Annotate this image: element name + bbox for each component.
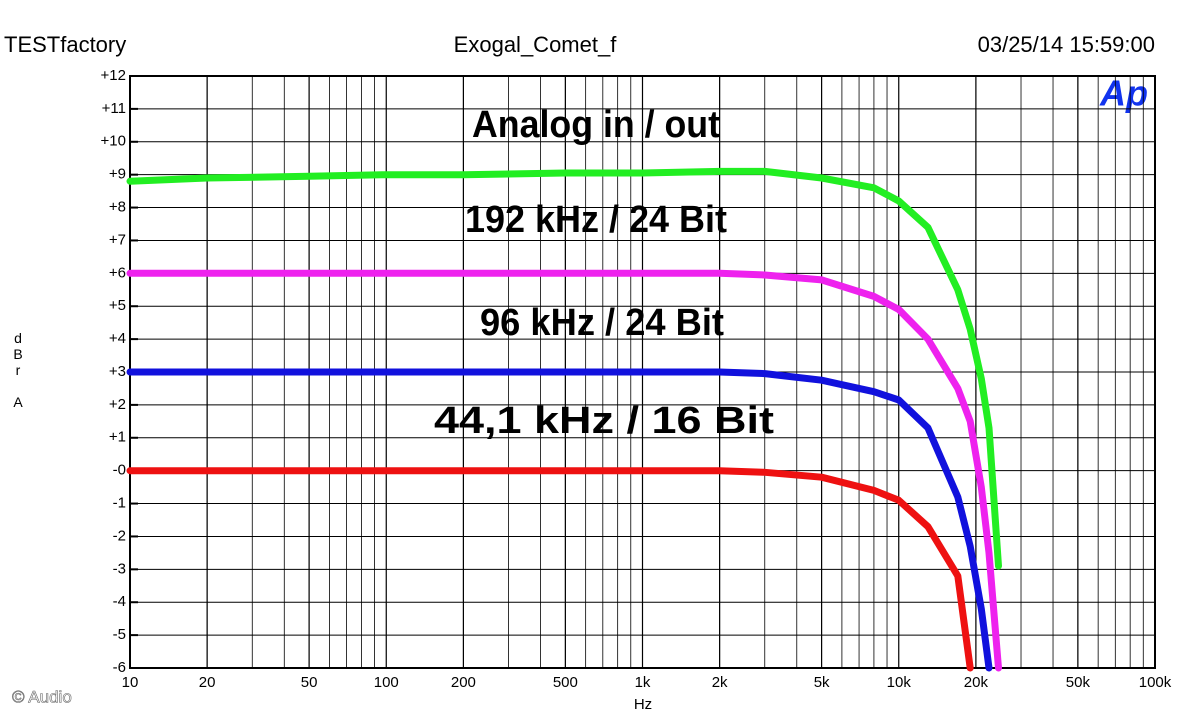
annotation: Analog in / out — [472, 104, 720, 146]
y-tick-label: +7 — [109, 231, 126, 248]
y-tick-label: -0 — [113, 462, 126, 479]
y-tick-label: +11 — [102, 100, 126, 117]
y-tick-label: +4 — [109, 330, 126, 347]
y-tick-label: -3 — [113, 560, 126, 577]
x-tick-label: 50 — [301, 674, 318, 691]
x-tick-label: 500 — [553, 674, 578, 691]
y-tick-label: +2 — [109, 396, 126, 413]
header-center: Exogal_Comet_f — [454, 32, 618, 57]
header-right: 03/25/14 15:59:00 — [978, 32, 1155, 57]
y-tick-label: +3 — [109, 363, 126, 380]
data-line — [126, 368, 993, 672]
annotation: 192 kHz / 24 Bit — [465, 199, 727, 241]
credit: © Audio — [12, 687, 72, 706]
y-tick-label: +8 — [109, 199, 126, 216]
data-line — [126, 167, 1002, 570]
y-tick-label: +6 — [109, 264, 126, 281]
annotation: 96 kHz / 24 Bit — [480, 302, 724, 344]
x-tick-label: 20 — [199, 674, 216, 691]
x-tick-label: 5k — [814, 674, 830, 691]
x-tick-label: 20k — [964, 674, 989, 691]
y-tick-label: +5 — [109, 297, 126, 314]
x-tick-label: 10k — [887, 674, 912, 691]
y-tick-label: -1 — [113, 495, 126, 512]
y-axis-label: dBr A — [10, 330, 26, 410]
y-tick-label: -5 — [113, 626, 126, 643]
y-tick-label: -4 — [113, 593, 126, 610]
x-tick-label: 100 — [374, 674, 399, 691]
header-left: TESTfactory — [4, 32, 126, 57]
y-tick-label: +12 — [101, 67, 126, 84]
y-tick-label: -6 — [113, 659, 126, 676]
data-line — [126, 467, 974, 672]
x-tick-label: 200 — [451, 674, 476, 691]
y-tick-label: +9 — [109, 166, 126, 183]
x-tick-label: 100k — [1139, 674, 1172, 691]
y-tick-label: +1 — [109, 429, 126, 446]
annotation: 44,1 kHz / 16 Bit — [434, 400, 774, 442]
x-tick-label: 50k — [1066, 674, 1091, 691]
x-tick-label: 2k — [712, 674, 728, 691]
x-tick-label: 10 — [122, 674, 139, 691]
x-tick-label: 1k — [635, 674, 651, 691]
y-tick-label: +10 — [101, 133, 126, 150]
y-tick-label: -2 — [113, 527, 126, 544]
data-line — [126, 269, 1002, 672]
x-axis-label: Hz — [634, 696, 652, 713]
logo: Ap — [1099, 73, 1148, 114]
